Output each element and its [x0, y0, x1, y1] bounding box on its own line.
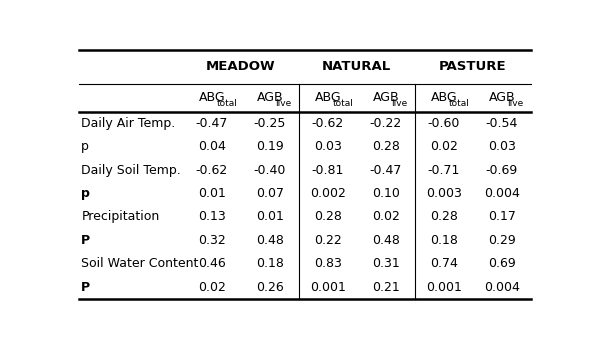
Text: total: total: [217, 98, 237, 107]
Text: 0.07: 0.07: [256, 187, 284, 200]
Text: 0.02: 0.02: [198, 281, 226, 294]
Text: 0.69: 0.69: [488, 257, 516, 270]
Text: 0.02: 0.02: [430, 140, 458, 153]
Text: 0.31: 0.31: [372, 257, 400, 270]
Text: -0.62: -0.62: [196, 164, 228, 177]
Text: 0.28: 0.28: [372, 140, 400, 153]
Text: 0.001: 0.001: [426, 281, 462, 294]
Text: 0.003: 0.003: [426, 187, 462, 200]
Text: 0.17: 0.17: [488, 210, 516, 223]
Text: P: P: [82, 281, 90, 294]
Text: -0.71: -0.71: [428, 164, 460, 177]
Text: Precipitation: Precipitation: [82, 210, 159, 223]
Text: ABG: ABG: [199, 91, 225, 104]
Text: ABG: ABG: [431, 91, 457, 104]
Text: 0.21: 0.21: [372, 281, 400, 294]
Text: 0.02: 0.02: [372, 210, 400, 223]
Text: AGB: AGB: [488, 91, 515, 104]
Text: -0.60: -0.60: [428, 117, 460, 130]
Text: 0.22: 0.22: [314, 234, 342, 247]
Text: live: live: [507, 98, 523, 107]
Text: Soil Water Content: Soil Water Content: [82, 257, 199, 270]
Text: Daily Air Temp.: Daily Air Temp.: [82, 117, 176, 130]
Text: 0.13: 0.13: [198, 210, 226, 223]
Text: PASTURE: PASTURE: [439, 60, 507, 73]
Text: total: total: [333, 98, 354, 107]
Text: 0.32: 0.32: [198, 234, 226, 247]
Text: AGB: AGB: [256, 91, 283, 104]
Text: 0.19: 0.19: [256, 140, 284, 153]
Text: live: live: [275, 98, 291, 107]
Text: 0.29: 0.29: [488, 234, 516, 247]
Text: ABG: ABG: [315, 91, 341, 104]
Text: Daily Soil Temp.: Daily Soil Temp.: [82, 164, 181, 177]
Text: 0.18: 0.18: [430, 234, 458, 247]
Text: 0.18: 0.18: [256, 257, 284, 270]
Text: p: p: [82, 187, 90, 200]
Text: -0.40: -0.40: [253, 164, 286, 177]
Text: -0.47: -0.47: [196, 117, 228, 130]
Text: MEADOW: MEADOW: [206, 60, 275, 73]
Text: 0.002: 0.002: [310, 187, 346, 200]
Text: 0.03: 0.03: [488, 140, 516, 153]
Text: 0.28: 0.28: [430, 210, 458, 223]
Text: 0.04: 0.04: [198, 140, 226, 153]
Text: NATURAL: NATURAL: [322, 60, 392, 73]
Text: live: live: [391, 98, 407, 107]
Text: -0.69: -0.69: [486, 164, 518, 177]
Text: total: total: [449, 98, 470, 107]
Text: 0.48: 0.48: [256, 234, 284, 247]
Text: -0.54: -0.54: [486, 117, 518, 130]
Text: -0.25: -0.25: [253, 117, 286, 130]
Text: 0.004: 0.004: [484, 281, 520, 294]
Text: 0.001: 0.001: [310, 281, 346, 294]
Text: 0.28: 0.28: [314, 210, 342, 223]
Text: 0.01: 0.01: [256, 210, 284, 223]
Text: -0.81: -0.81: [312, 164, 344, 177]
Text: -0.22: -0.22: [369, 117, 402, 130]
Text: p: p: [82, 140, 89, 153]
Text: 0.03: 0.03: [314, 140, 342, 153]
Text: 0.10: 0.10: [372, 187, 400, 200]
Text: 0.004: 0.004: [484, 187, 520, 200]
Text: 0.26: 0.26: [256, 281, 284, 294]
Text: 0.46: 0.46: [198, 257, 226, 270]
Text: AGB: AGB: [372, 91, 399, 104]
Text: -0.62: -0.62: [312, 117, 344, 130]
Text: 0.01: 0.01: [198, 187, 226, 200]
Text: -0.47: -0.47: [369, 164, 402, 177]
Text: 0.74: 0.74: [430, 257, 458, 270]
Text: 0.48: 0.48: [372, 234, 400, 247]
Text: P: P: [82, 234, 90, 247]
Text: 0.83: 0.83: [314, 257, 342, 270]
